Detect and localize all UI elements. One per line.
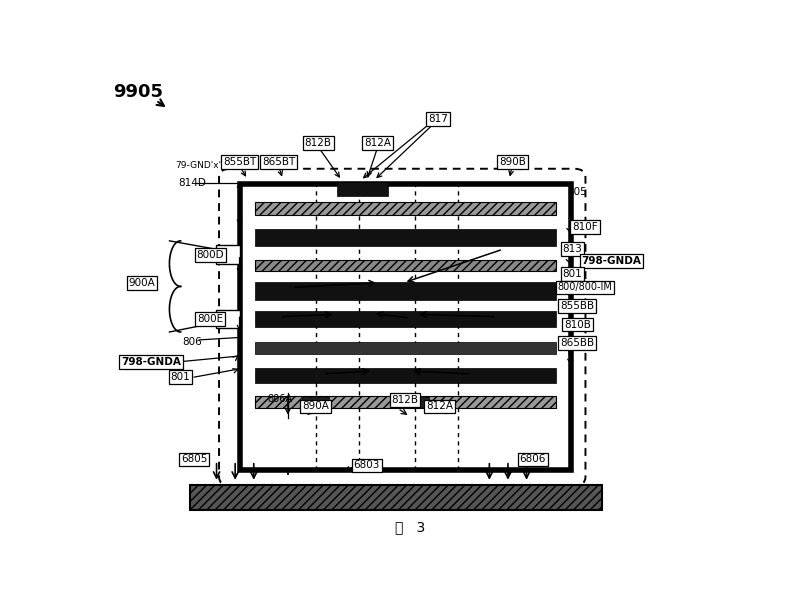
- Text: 855BB: 855BB: [560, 301, 594, 311]
- Text: 812A: 812A: [364, 138, 391, 148]
- Bar: [216, 310, 239, 329]
- Text: 855BT: 855BT: [223, 157, 256, 167]
- Text: 812B: 812B: [305, 138, 332, 148]
- Text: 6803: 6803: [354, 460, 380, 471]
- Bar: [190, 486, 602, 510]
- Text: 800D: 800D: [197, 250, 224, 260]
- Text: 814D: 814D: [178, 178, 206, 188]
- Bar: [255, 202, 556, 215]
- Text: 817: 817: [428, 114, 448, 124]
- Text: 812B: 812B: [391, 396, 418, 405]
- Text: 79-GND'x': 79-GND'x': [175, 161, 221, 170]
- Bar: [337, 182, 388, 196]
- Text: 812A: 812A: [426, 402, 454, 411]
- Text: 6805: 6805: [181, 454, 207, 464]
- Text: 890B: 890B: [499, 157, 526, 167]
- Text: 图   3: 图 3: [395, 520, 425, 535]
- Text: 805: 805: [567, 187, 587, 198]
- Text: 801: 801: [170, 372, 190, 382]
- Text: 810F: 810F: [572, 222, 598, 232]
- Bar: [302, 397, 330, 407]
- Text: 9905: 9905: [114, 83, 163, 101]
- Text: 813: 813: [562, 244, 582, 254]
- Bar: [255, 260, 556, 271]
- Text: 800E: 800E: [198, 314, 223, 324]
- Bar: [255, 229, 556, 246]
- Text: 865BT: 865BT: [262, 157, 295, 167]
- Text: 865BB: 865BB: [560, 338, 594, 348]
- Text: 806A: 806A: [267, 394, 292, 404]
- Text: 810B: 810B: [564, 320, 591, 330]
- Text: 801: 801: [562, 269, 582, 279]
- Text: 890A: 890A: [302, 402, 329, 411]
- Text: 798-GNDA: 798-GNDA: [582, 256, 642, 266]
- Text: 800/800-IM: 800/800-IM: [558, 282, 612, 292]
- Text: 6806: 6806: [519, 454, 546, 464]
- Bar: [255, 282, 556, 300]
- Bar: [402, 397, 429, 407]
- Bar: [255, 396, 556, 408]
- Text: 798-GNDA: 798-GNDA: [121, 357, 181, 367]
- FancyBboxPatch shape: [239, 184, 571, 470]
- Text: 900A: 900A: [129, 278, 155, 288]
- Bar: [216, 245, 239, 264]
- Bar: [255, 311, 556, 327]
- Bar: [255, 342, 556, 353]
- Text: 806: 806: [182, 337, 202, 347]
- Bar: [255, 368, 556, 383]
